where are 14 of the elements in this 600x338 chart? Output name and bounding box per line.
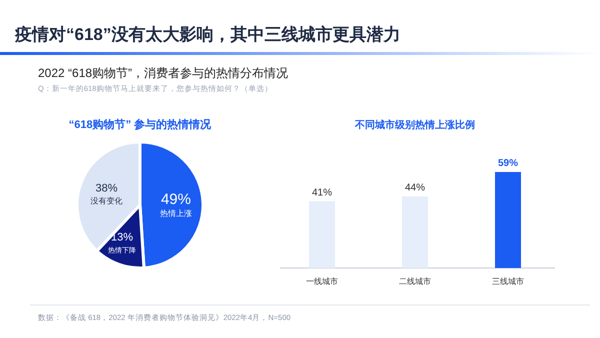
x-tick-label: 三线城市 [492,277,524,286]
chart-title: “618购物节” 参与的热情情况 [68,118,212,131]
slice-label: 热情上涨 [160,208,192,218]
text: 疫情对“618”没有太大影响，其中三线城市更具潜力 [14,25,400,44]
data-label: 41% [312,187,332,198]
data-label: 49% [160,190,191,208]
text: 2022 “618购物节”，消费者参与的热情分布情况 [38,66,288,80]
data-label: 44% [404,182,426,194]
slice-label: 没有变化 [90,196,123,206]
data-label: 38% [96,182,118,195]
data-label: 59% [498,158,518,169]
x-tick-label: 二线城市 [399,277,431,286]
x-tick-label: 一线城市 [306,277,338,286]
chart-title: 不同城市级别热情上涨比例 [354,119,475,131]
